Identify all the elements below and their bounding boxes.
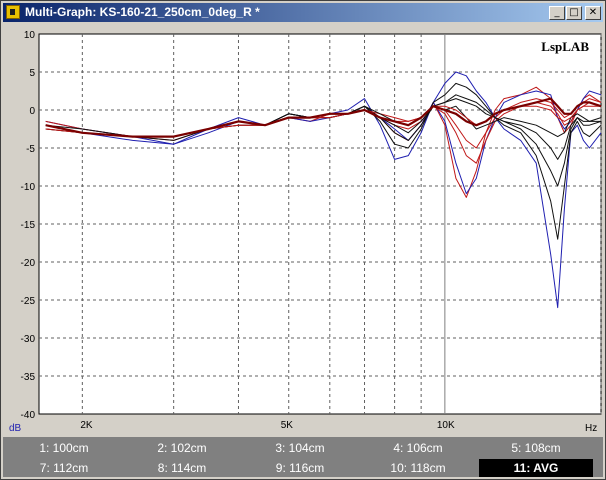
legend-entry[interactable]: 7: 112cm (39, 461, 89, 475)
y-tick-label: -5 (26, 144, 35, 155)
series-line-11 (45, 97, 602, 138)
speaker-icon[interactable] (6, 5, 20, 19)
x-axis-unit-label: Hz (585, 423, 597, 434)
legend-entry[interactable]: 9: 116cm (275, 461, 325, 475)
y-tick-label: -35 (21, 372, 36, 383)
y-tick-label: -25 (21, 296, 36, 307)
y-axis-unit-label: dB (9, 423, 22, 434)
legend-entry[interactable]: 3: 104cm (275, 441, 325, 455)
legend-entry[interactable]: 5: 108cm (511, 441, 561, 455)
series-line-1 (45, 71, 602, 309)
y-tick-label: -15 (21, 220, 36, 231)
series-line-9 (45, 105, 601, 138)
legend-entry[interactable]: 11: AVG (479, 459, 593, 477)
close-button[interactable]: ✕ (585, 6, 601, 20)
legend-entry[interactable]: 10: 118cm (390, 461, 446, 475)
legend-entry[interactable]: 8: 114cm (157, 461, 207, 475)
y-tick-label: -10 (21, 182, 36, 193)
x-tick-label: 2K (80, 420, 93, 431)
title-bar[interactable]: Multi-Graph: KS-160-21_250cm_0deg_R * _ … (3, 3, 603, 22)
y-tick-label: -40 (21, 410, 36, 421)
legend-entry[interactable]: 2: 102cm (157, 441, 207, 455)
x-tick-label: 5K (281, 420, 294, 431)
y-tick-label: 5 (29, 68, 35, 79)
y-tick-label: 0 (29, 106, 35, 117)
y-tick-label: -20 (21, 258, 36, 269)
legend-entry[interactable]: 1: 100cm (39, 441, 89, 455)
legend-entry[interactable]: 4: 106cm (393, 441, 443, 455)
watermark-logo: LspLAB (541, 39, 589, 54)
maximize-button[interactable]: □ (566, 6, 582, 20)
y-tick-label: 10 (24, 30, 36, 41)
minimize-button[interactable]: _ (549, 6, 565, 20)
frequency-response-chart[interactable]: 10 5 0 -5 -10 -15 -20 -25 -30 -35 -40 2K 5K 10K LspL… (3, 23, 603, 436)
series-legend: 1: 100cm 2: 102cm 3: 104cm 4: 106cm 5: 108cm… (3, 437, 603, 477)
window-title: Multi-Graph: KS-160-21_250cm_0deg_R * (25, 5, 260, 19)
x-tick-label: 10K (437, 420, 455, 431)
y-tick-label: -30 (21, 334, 36, 345)
